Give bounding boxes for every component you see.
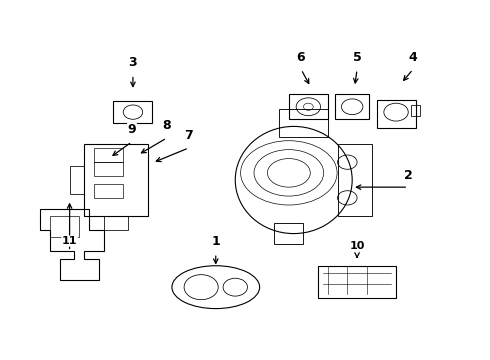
Text: 9: 9	[128, 123, 136, 136]
Bar	[411, 105, 420, 116]
Bar	[289, 94, 328, 119]
Bar	[104, 216, 128, 230]
Text: 4: 4	[409, 51, 417, 64]
Text: 1: 1	[211, 235, 220, 248]
Text: 7: 7	[185, 130, 194, 143]
Text: 3: 3	[129, 56, 137, 69]
Bar	[114, 102, 152, 123]
Bar	[338, 144, 372, 216]
Text: 11: 11	[62, 236, 77, 246]
Bar	[274, 223, 303, 244]
Bar	[94, 148, 123, 162]
Text: 8: 8	[163, 120, 172, 132]
Bar	[94, 162, 123, 176]
Bar	[279, 109, 328, 137]
Bar	[70, 166, 84, 194]
Bar	[376, 100, 416, 128]
Text: 6: 6	[297, 51, 305, 64]
Text: 5: 5	[353, 51, 362, 64]
Bar	[335, 94, 369, 119]
Bar	[318, 266, 396, 298]
Text: 2: 2	[404, 169, 413, 182]
Bar	[84, 144, 147, 216]
Text: 10: 10	[349, 242, 365, 251]
Bar	[94, 184, 123, 198]
